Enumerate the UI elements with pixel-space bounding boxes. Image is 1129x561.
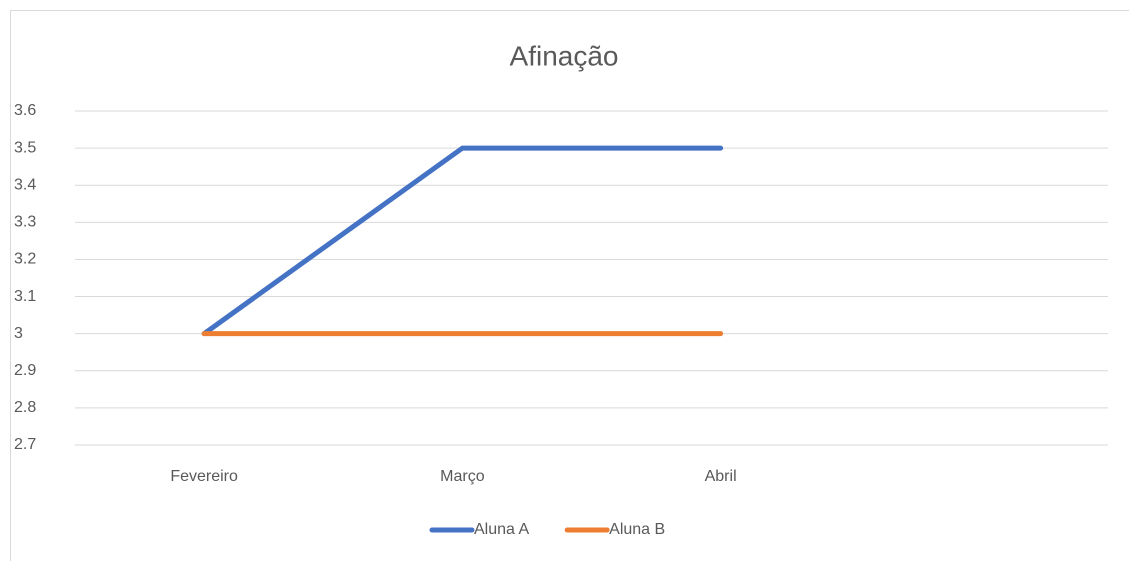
x-tick-label: Março [440,468,485,485]
y-tick-label: 3.3 [14,214,36,231]
chart-title: Afinação [510,40,619,71]
y-tick-label: 3.1 [14,288,36,305]
chart-border [10,10,1129,561]
y-tick-label: 2.7 [14,436,36,453]
y-tick-label: 3.6 [14,102,36,119]
legend-label: Aluna B [609,521,665,538]
y-tick-label: 2.8 [14,399,36,416]
x-tick-label: Fevereiro [170,468,238,485]
legend-label: Aluna A [474,521,529,538]
y-tick-label: 3.4 [14,176,36,193]
y-tick-label: 2.9 [14,362,36,379]
data-line [201,145,724,337]
y-tick-label: 3.2 [14,251,36,268]
y-tick-label: 3 [14,325,23,342]
x-tick-label: Abril [705,468,737,485]
y-tick-label: 3.5 [14,139,36,156]
